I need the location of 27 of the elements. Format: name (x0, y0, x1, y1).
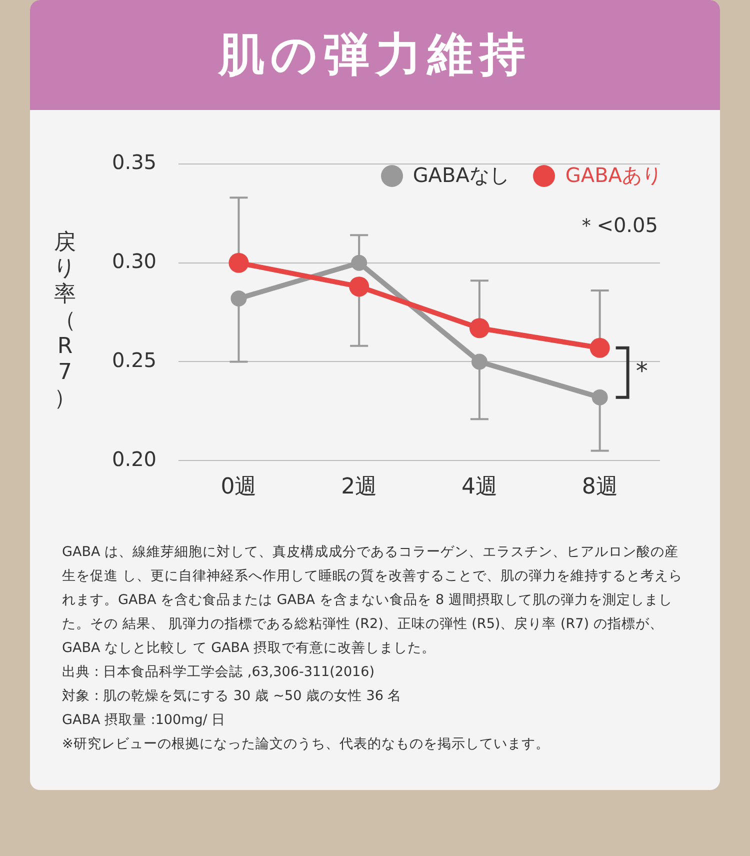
x-tick-label: 8週 (582, 474, 618, 500)
annotation: ＊<0.05 (576, 212, 658, 239)
y-tick-label: 0.20 (112, 446, 157, 471)
point (471, 354, 488, 370)
y-axis-title: 戻り率（R7） (52, 230, 78, 412)
text: GABA 摂取量 :100mg/ 日 (62, 711, 227, 730)
text: ※研究レビューの根拠になった論文のうち、代表的なものを掲示しています。 (62, 735, 550, 754)
y-tick-label: 0.30 (112, 249, 157, 274)
point (592, 389, 608, 406)
text: GABA は、線維芽細胞に対して、真皮構成成分であるコラーゲン、エラスチン、ヒアルロン酸の産生を促進 し、更に自律神経系へ作用して睡眠の質を改善することで、肌の弾力を維持すると考えられます。GABA を含む食品または GABA を含まない食品を 8 週間摂取して肌の弾力を測定しました。その 結果、 肌弾力の指標である総粘弾性 (R2)、正味の弾性 (R5)、戻り率 (R7) の指標が、GABA なしと比較し て GABA 摂取で有意に改善しました。 (62, 543, 684, 658)
y-tick-label: 0.35 (112, 150, 157, 174)
x-tick-label: 4週 (461, 474, 498, 500)
chart-title: 肌の弾力維持 (30, 0, 720, 110)
legend-label: GABAあり (565, 162, 662, 189)
point (590, 338, 610, 358)
annotation: * (636, 356, 648, 385)
y-tick-label: 0.25 (112, 348, 157, 372)
x-tick-label: 2週 (341, 474, 378, 500)
text: 対象 : 肌の乾燥を気にする 30 歳 ~50 歳の女性 36 名 (62, 687, 403, 706)
point (351, 254, 368, 271)
point (230, 290, 247, 306)
x-tick-label: 0週 (220, 474, 257, 500)
point (469, 318, 490, 338)
source-note: 出典 : 日本食品科学工学会誌 ,63,306-311(2016) (62, 663, 376, 682)
point (228, 252, 249, 273)
point (349, 276, 370, 297)
legend-label: GABAなし (412, 162, 510, 189)
